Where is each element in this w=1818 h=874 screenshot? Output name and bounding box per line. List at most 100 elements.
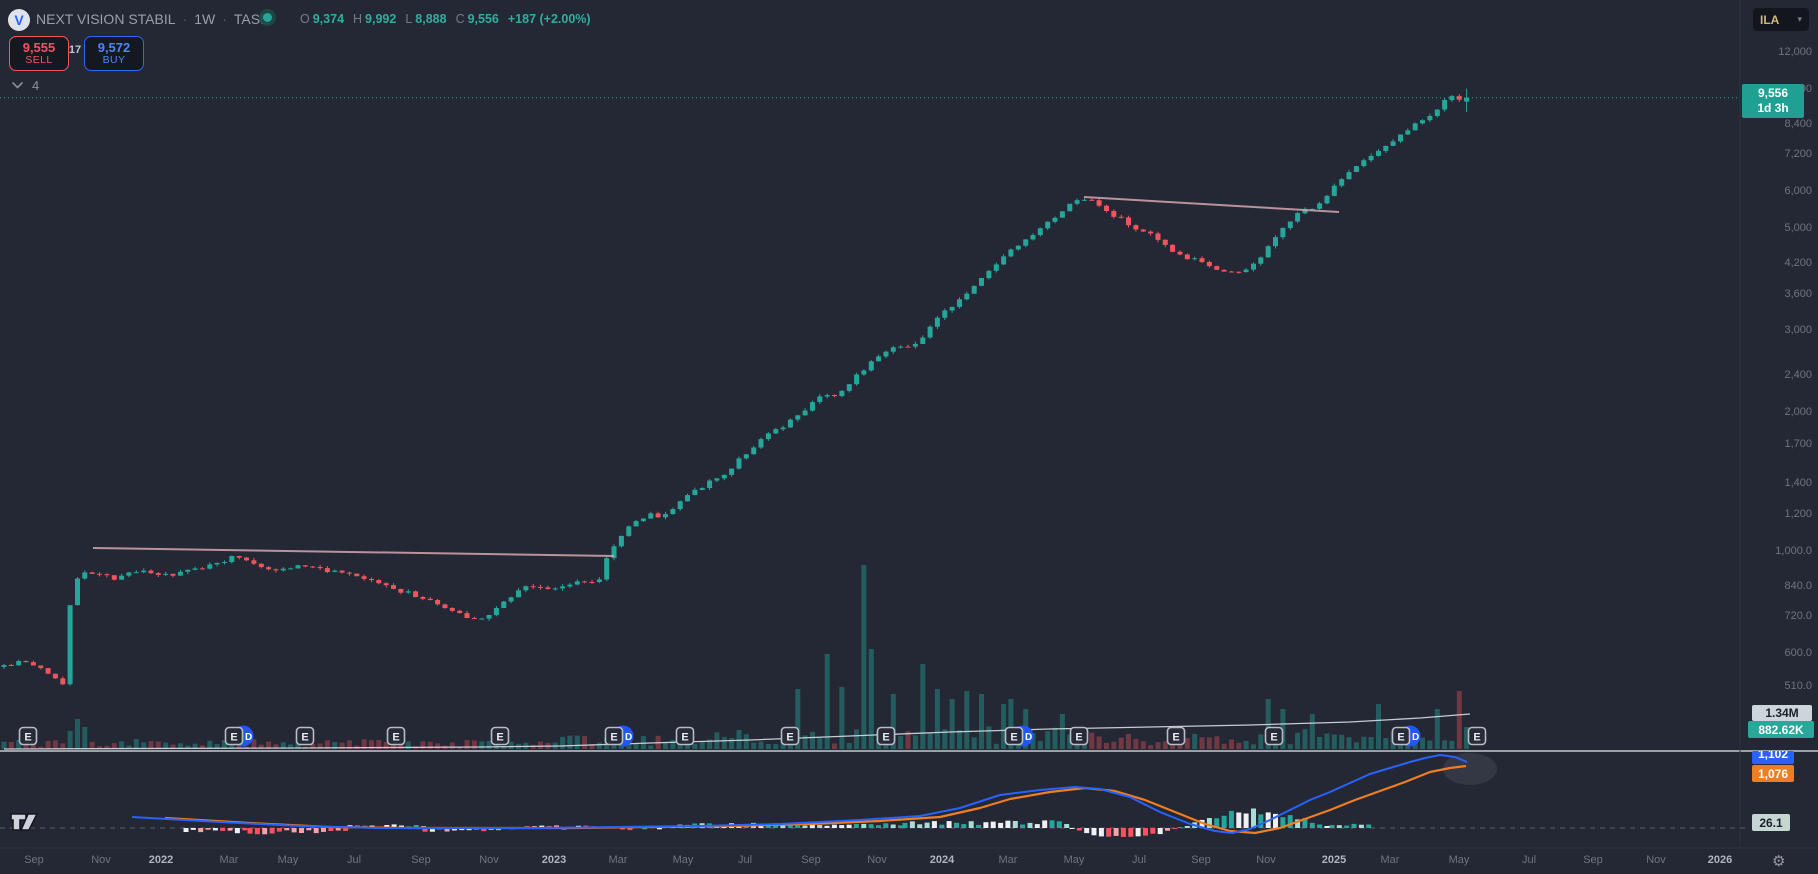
earnings-icon (1264, 726, 1284, 746)
close-value: 9,556 (467, 12, 499, 26)
title-separator: · (222, 11, 227, 27)
candles (1, 88, 1470, 686)
buy-button[interactable]: 9,572 BUY (84, 36, 144, 71)
earnings-icon (1069, 726, 1089, 746)
time-axis-label: Nov (91, 854, 111, 866)
time-axis-label: Jul (346, 854, 362, 866)
earnings-icon (1004, 726, 1024, 746)
price-axis-label: 3,600 (1784, 288, 1812, 300)
earnings-icon (490, 726, 510, 746)
event-markers: E DE E E E DE E E E DE E E E DE E (18, 725, 1487, 747)
svg-text:D: D (1412, 732, 1419, 743)
chevron-down-icon: ▾ (1797, 14, 1802, 24)
volume-value-badge: 882.62K (1748, 721, 1814, 738)
buy-price: 9,572 (97, 39, 131, 55)
time-axis-label: 2022 (148, 854, 174, 866)
indicator-histogram (183, 808, 1372, 837)
svg-text:E: E (610, 732, 617, 744)
indicator-orange-value-badge: 1,076 (1752, 765, 1794, 782)
svg-text:E: E (392, 732, 399, 744)
earnings-icon (295, 726, 315, 746)
earnings-icon (1467, 726, 1487, 746)
time-axis-label: Sep (411, 854, 431, 866)
volume-ma-badge: 1.34M (1752, 705, 1812, 721)
time-axis-label: Nov (1256, 854, 1276, 866)
interval-button[interactable]: 1W (194, 11, 216, 27)
earnings-icon (876, 726, 896, 746)
currency-value: ILA (1760, 12, 1780, 27)
price-axis-label: 1,400 (1784, 477, 1812, 489)
time-axis-label: May (277, 854, 299, 866)
earnings-icon (1166, 726, 1186, 746)
svg-text:D: D (245, 732, 252, 743)
indicator-secondary-value-badge: 26.1 (1752, 814, 1790, 831)
price-axis-label: 8,400 (1784, 118, 1812, 130)
price-axis-label: 1,000.0 (1775, 545, 1812, 557)
price-axis-label: 3,000 (1784, 324, 1812, 336)
price-axis-label: 510.0 (1784, 680, 1812, 692)
time-axis-label: Nov (479, 854, 499, 866)
low-value: 8,888 (415, 12, 447, 26)
time-axis-label: Jul (1521, 854, 1537, 866)
highlight-smudge (1443, 753, 1497, 785)
svg-text:E: E (1010, 732, 1017, 744)
high-value: 9,992 (365, 12, 397, 26)
ohlc-values: O 9,374 H 9,992 L 8,888 C 9,556 +187 (+2… (300, 12, 591, 26)
price-axis-label: 1,700 (1784, 438, 1812, 450)
volume-bars (1, 565, 1470, 749)
time-axis-label: 2024 (929, 854, 955, 866)
symbol-title-row: NEXT VISION STABIL · 1W · TASE (36, 11, 269, 27)
svg-text:E: E (1270, 732, 1277, 744)
currency-selector[interactable]: ILA ▾ (1753, 8, 1809, 31)
high-label: H (353, 12, 363, 26)
last-price-badge: 9,556 1d 3h (1742, 84, 1804, 118)
earnings-icon (18, 726, 38, 746)
time-axis-label: 2025 (1321, 854, 1347, 866)
symbol-name[interactable]: NEXT VISION STABIL (36, 11, 176, 27)
sell-button[interactable]: 9,555 SELL (9, 36, 69, 71)
sell-price: 9,555 (22, 39, 56, 55)
svg-text:E: E (1172, 732, 1179, 744)
time-axis-label: Sep (24, 854, 44, 866)
time-axis-label: 2026 (1707, 854, 1733, 866)
indicator-blue-value-badge: 1,102 (1752, 751, 1794, 764)
time-axis-label: May (1063, 854, 1085, 866)
svg-text:E: E (301, 732, 308, 744)
time-axis-label: Sep (1191, 854, 1211, 866)
low-label: L (405, 12, 413, 26)
chevron-down-icon (12, 82, 23, 89)
tradingview-logo[interactable] (8, 811, 46, 833)
hidden-indicators-count: 4 (32, 78, 40, 93)
svg-text:E: E (1473, 732, 1480, 744)
title-separator: · (182, 11, 188, 27)
indicator-blue-line (131, 754, 1468, 834)
svg-text:E: E (496, 732, 503, 744)
price-axis-label: 600.0 (1784, 647, 1812, 659)
symbol-logo[interactable]: V (8, 9, 30, 31)
buy-label: BUY (102, 53, 126, 66)
price-axis-label: 4,200 (1784, 257, 1812, 269)
sell-label: SELL (25, 53, 53, 66)
close-label: C (455, 12, 465, 26)
time-axis-label: May (1448, 854, 1470, 866)
legend-collapse-toggle[interactable]: 4 (12, 78, 39, 93)
time-axis-label: 2023 (541, 854, 567, 866)
svg-text:E: E (882, 732, 889, 744)
time-axis-label: Mar (998, 854, 1018, 866)
time-axis-label: Jul (1131, 854, 1147, 866)
earnings-icon (675, 726, 695, 746)
price-axis-label: 6,000 (1784, 185, 1812, 197)
svg-text:D: D (1025, 732, 1032, 743)
price-axis-label: 1,200 (1784, 508, 1812, 520)
time-axis-label: May (672, 854, 694, 866)
svg-text:E: E (230, 732, 237, 744)
price-axis-label: 12,000 (1778, 46, 1812, 58)
time-axis-label: Sep (801, 854, 821, 866)
time-axis-label: Mar (608, 854, 628, 866)
settings-gear-icon[interactable]: ⚙ (1772, 853, 1786, 870)
exchange-name[interactable]: TASE (233, 11, 270, 27)
time-axis-label: Nov (1646, 854, 1666, 866)
market-status-icon[interactable] (263, 13, 272, 22)
price-axis-label: 5,000 (1784, 222, 1812, 234)
